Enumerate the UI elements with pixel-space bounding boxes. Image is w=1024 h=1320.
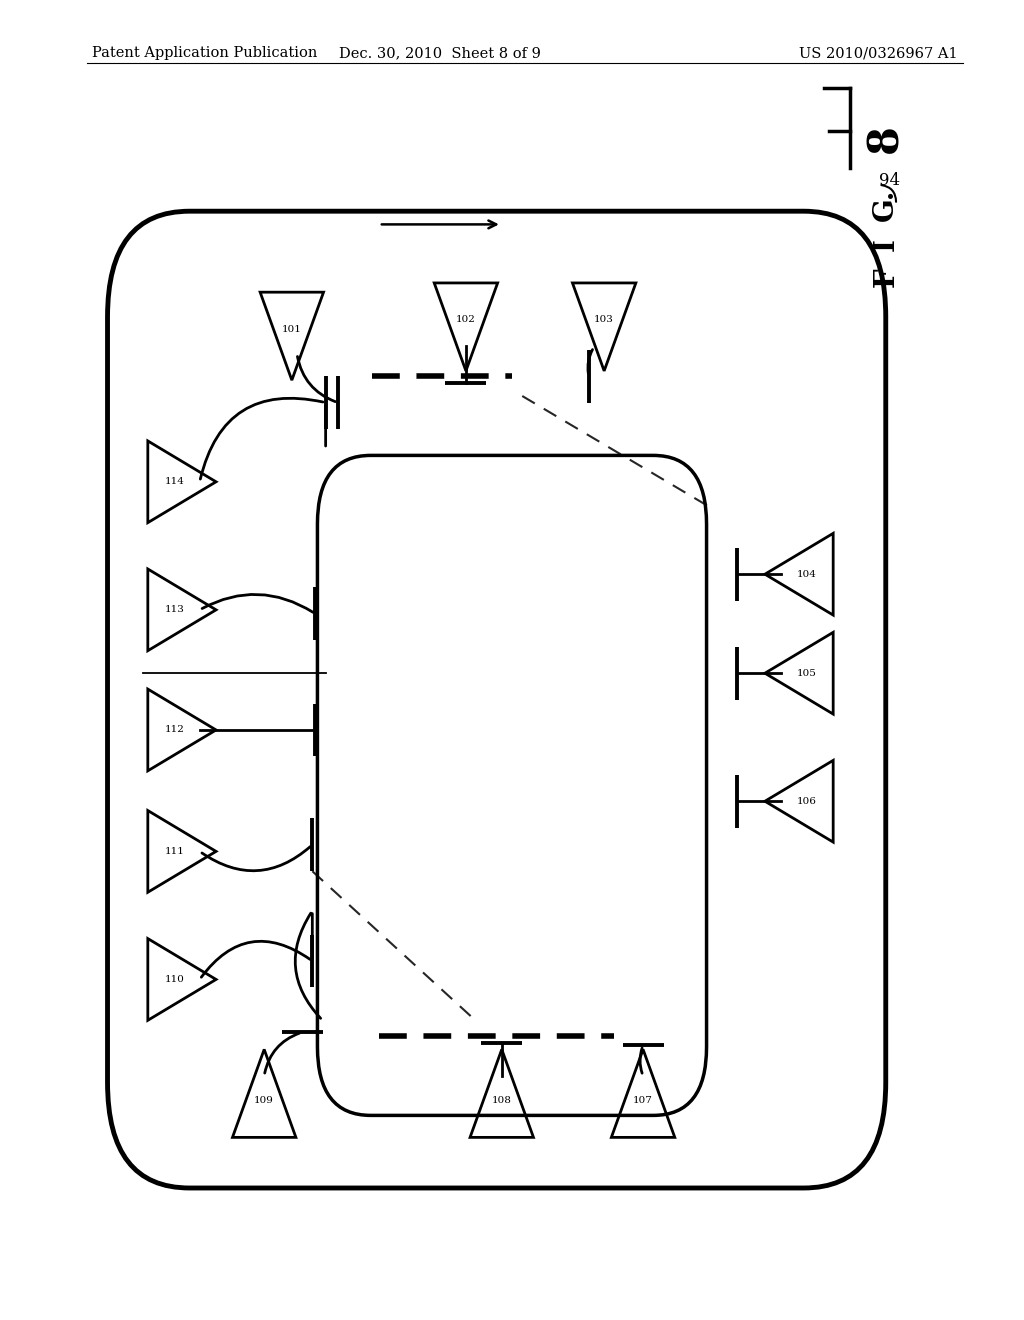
Text: 106: 106	[797, 797, 817, 805]
Text: I: I	[872, 238, 899, 251]
Text: 94: 94	[879, 173, 900, 189]
Text: 8: 8	[864, 124, 907, 153]
Text: US 2010/0326967 A1: US 2010/0326967 A1	[799, 46, 957, 61]
Text: 111: 111	[164, 847, 184, 855]
Text: 102: 102	[456, 315, 476, 325]
Text: Dec. 30, 2010  Sheet 8 of 9: Dec. 30, 2010 Sheet 8 of 9	[339, 46, 542, 61]
Text: G.: G.	[872, 189, 899, 220]
Text: 104: 104	[797, 570, 817, 578]
Text: 110: 110	[164, 975, 184, 983]
Text: 109: 109	[254, 1096, 274, 1105]
Text: 114: 114	[164, 478, 184, 486]
Text: Patent Application Publication: Patent Application Publication	[92, 46, 317, 61]
Text: 107: 107	[633, 1096, 653, 1105]
Text: 103: 103	[594, 315, 614, 325]
Text: 112: 112	[164, 726, 184, 734]
Text: F: F	[872, 268, 899, 286]
Text: 101: 101	[282, 325, 302, 334]
Text: 105: 105	[797, 669, 817, 677]
Text: 108: 108	[492, 1096, 512, 1105]
Text: 113: 113	[164, 606, 184, 614]
